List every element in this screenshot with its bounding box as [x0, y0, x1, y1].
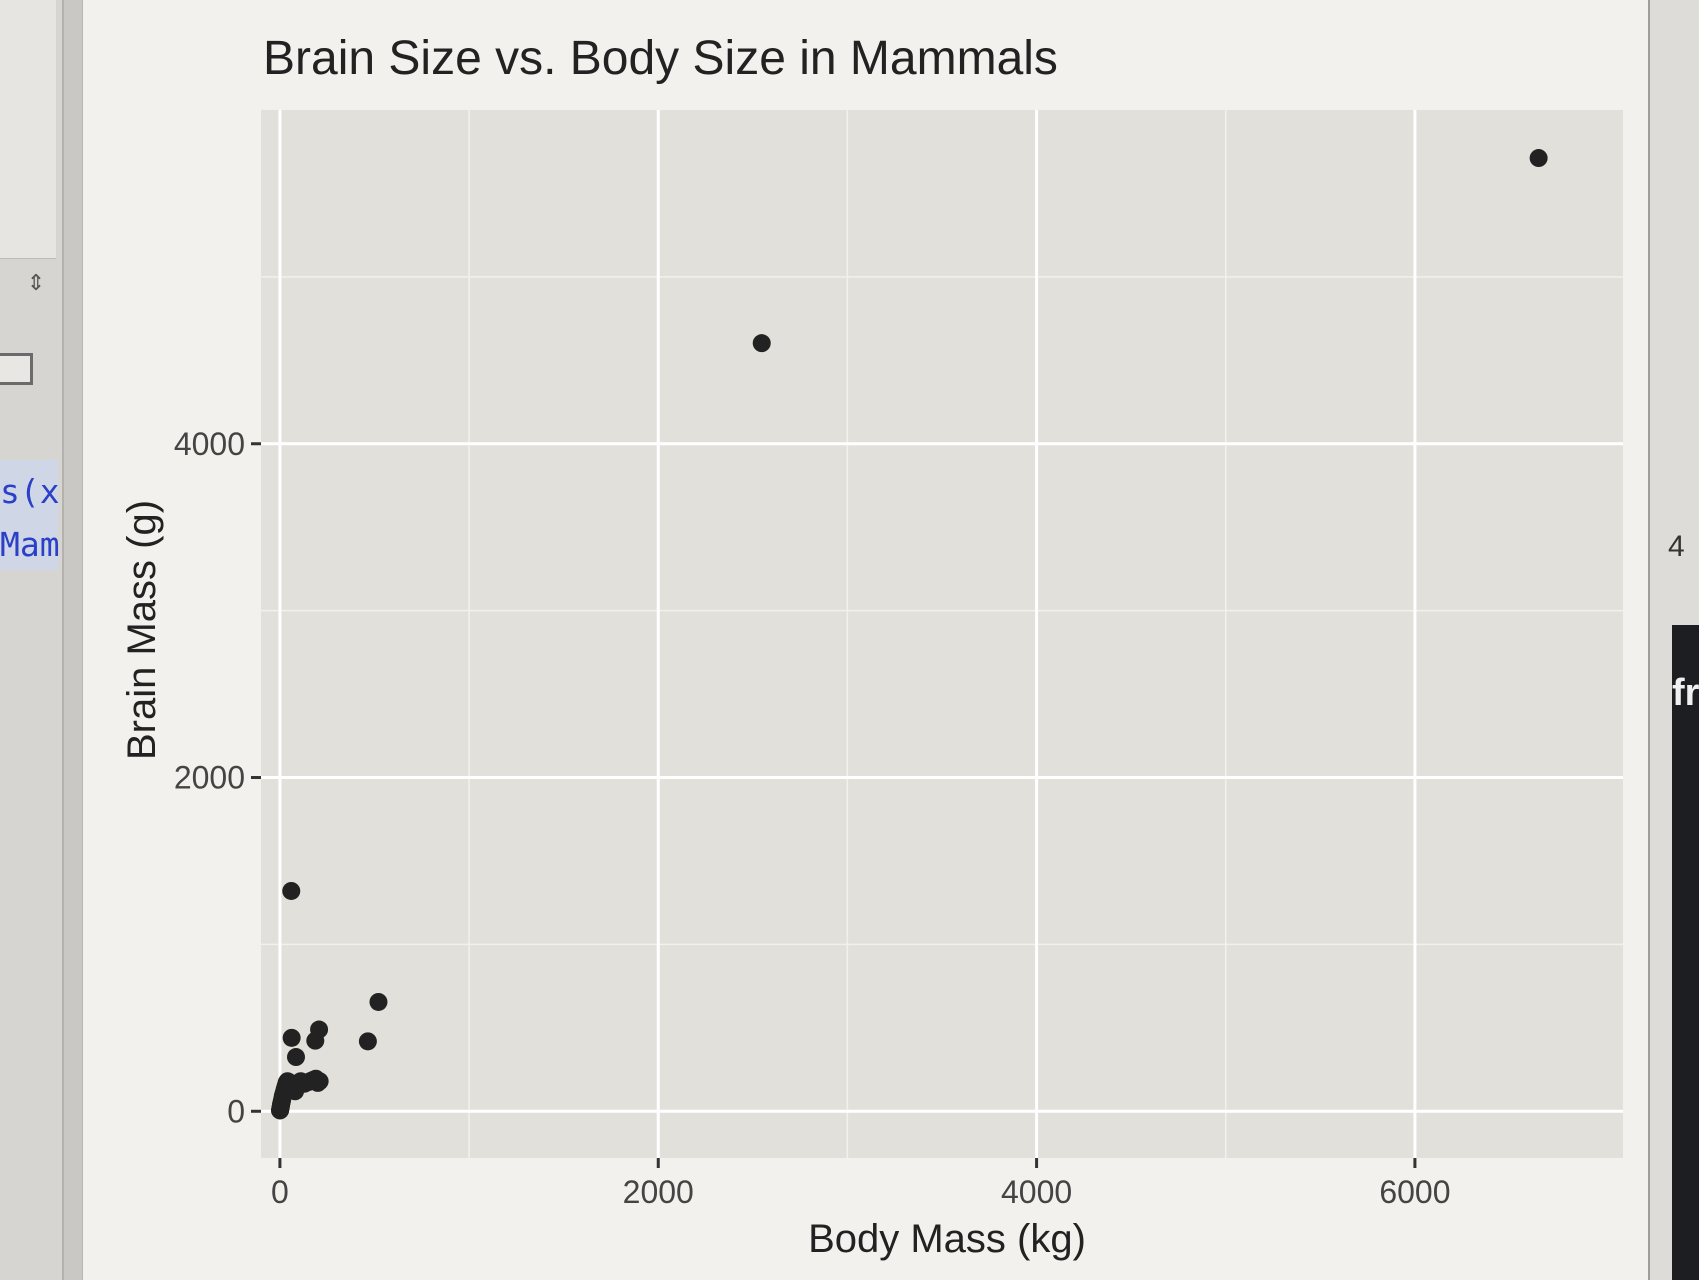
left-editor-pane: ⇕ s(x Mam — [0, 0, 64, 1280]
scatter-chart: 0 2000 4000 6000 0 2000 4000 Brain Size vs. Bo… — [120, 32, 1623, 1261]
data-point — [272, 1094, 291, 1113]
x-axis-label: Body Mass (kg) — [808, 1217, 1086, 1261]
code-panel — [0, 460, 58, 570]
data-point — [286, 1048, 305, 1067]
left-top-panel — [0, 0, 56, 259]
x-tick-label: 2000 — [623, 1174, 694, 1210]
data-point — [1529, 149, 1548, 168]
window-box-icon[interactable] — [0, 353, 33, 385]
up-down-stepper-icon[interactable]: ⇕ — [26, 270, 46, 295]
data-point — [752, 334, 771, 353]
right-dark-panel — [1672, 625, 1699, 1280]
data-point — [282, 1028, 301, 1047]
x-tick-label: 6000 — [1379, 1174, 1450, 1210]
data-point — [282, 881, 301, 900]
data-point — [279, 1073, 298, 1092]
code-line-1[interactable]: s(x — [0, 472, 60, 511]
data-point — [310, 1020, 329, 1039]
x-tick-label: 0 — [271, 1174, 289, 1210]
y-tick-label: 0 — [227, 1093, 245, 1129]
data-point — [310, 1072, 329, 1091]
y-tick-label: 2000 — [174, 760, 245, 796]
data-point — [358, 1032, 377, 1051]
y-axis-label: Brain Mass (g) — [120, 500, 164, 760]
x-tick-label: 4000 — [1001, 1174, 1072, 1210]
plot-window: 0 2000 4000 6000 0 2000 4000 Brain Size vs. Bo… — [82, 0, 1651, 1280]
chart-title: Brain Size vs. Body Size in Mammals — [263, 32, 1058, 85]
data-point — [369, 992, 388, 1011]
plot-panel — [261, 110, 1623, 1158]
right-pane-fragment: fr — [1672, 672, 1699, 714]
code-line-2[interactable]: Mam — [0, 525, 60, 564]
right-pane-number: 4 — [1668, 530, 1685, 563]
y-tick-label: 4000 — [174, 426, 245, 462]
